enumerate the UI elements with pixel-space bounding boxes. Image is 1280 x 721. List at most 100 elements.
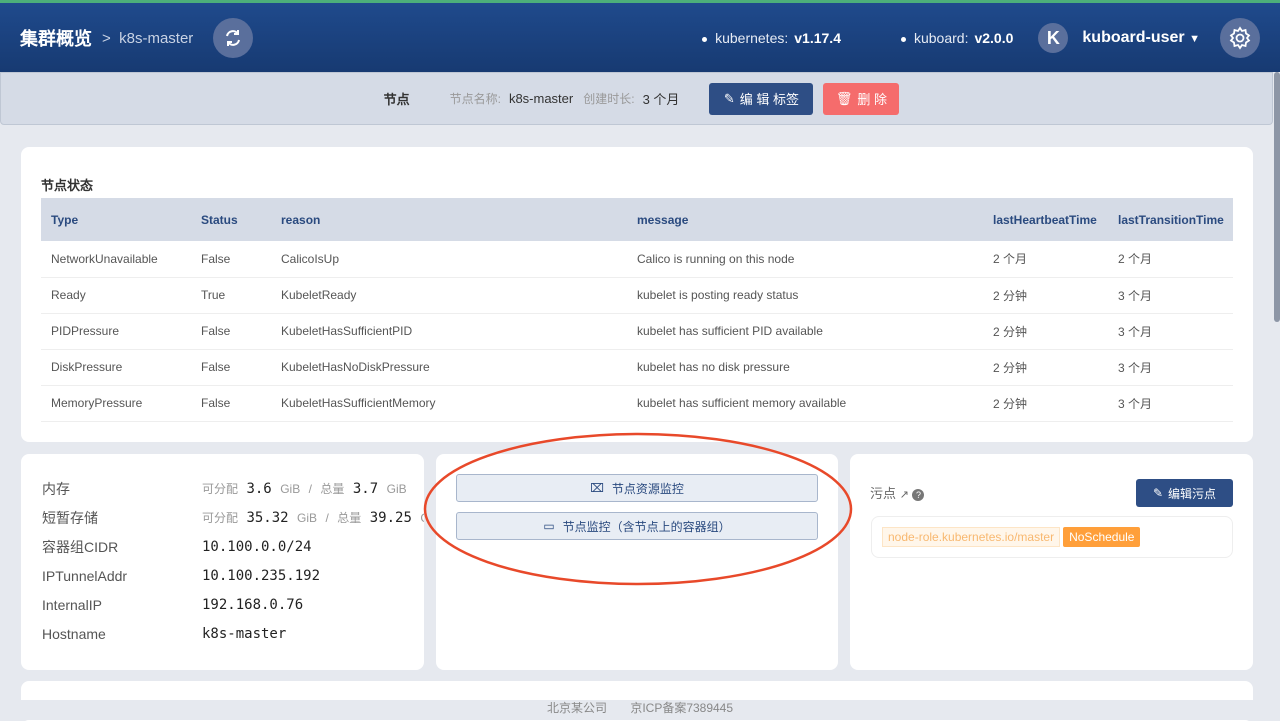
edit-labels-label: 编 辑 标签 (739, 92, 799, 107)
table-row: PIDPressure False KubeletHasSufficientPID k… (41, 313, 1233, 350)
table-header: Type Status reason message lastHeartbeatTime… (41, 198, 1233, 241)
table-cell: 3 个月 (1108, 349, 1233, 386)
column-header: lastHeartbeatTime (983, 198, 1108, 241)
table-cell: Ready (41, 277, 191, 314)
column-header: message (627, 198, 983, 241)
node-toolbar: 节点 节点名称: k8s-master 创建时长: 3 个月 ✎ 编 辑 标签 🗑… (0, 72, 1273, 125)
table-cell: 2 分钟 (983, 313, 1108, 350)
table-row: Ready True KubeletReady kubelet is posting … (41, 277, 1233, 314)
info-value: 10.100.235.192 (202, 567, 321, 584)
username: kuboard-user (1082, 29, 1185, 46)
info-row: InternalIP 192.168.0.76 (42, 590, 414, 619)
refresh-button[interactable] (213, 18, 254, 58)
trash-icon: 🗑 (835, 90, 853, 106)
table-cell: False (191, 385, 271, 422)
taints-title-text: 污点 (870, 486, 897, 501)
kubernetes-version: kubernetes: v1.17.4 (702, 30, 841, 46)
breadcrumb-separator: > (102, 29, 111, 47)
table-row: MemoryPressure False KubeletHasSufficientM… (41, 385, 1233, 422)
table-cell: 2 分钟 (983, 349, 1108, 386)
column-header: reason (271, 198, 627, 241)
table-cell: MemoryPressure (41, 385, 191, 422)
kuboard-version-value: v2.0.0 (974, 30, 1014, 46)
table-cell: True (191, 277, 271, 314)
edit-icon: ✎ (1152, 486, 1164, 500)
table-cell: KubeletReady (271, 277, 627, 314)
column-header: lastTransitionTime (1108, 198, 1233, 241)
settings-button[interactable] (1220, 18, 1260, 58)
memory-label: 内存 (42, 480, 70, 497)
table-cell: 2 分钟 (983, 277, 1108, 314)
scrollbar[interactable] (1274, 72, 1280, 322)
table-cell: NetworkUnavailable (41, 241, 191, 278)
caret-down-icon: ▼ (1189, 33, 1200, 45)
table-cell: 2 分钟 (983, 385, 1108, 422)
table-cell: PIDPressure (41, 313, 191, 350)
edit-labels-button[interactable]: ✎ 编 辑 标签 (709, 82, 814, 115)
table-cell: kubelet has sufficient memory available (627, 385, 983, 422)
node-type: 节点 (383, 92, 410, 107)
taint-key: node-role.kubernetes.io/master (882, 527, 1061, 547)
table-cell: 3 个月 (1108, 385, 1233, 422)
table-cell: KubeletHasSufficientMemory (271, 385, 627, 422)
breadcrumb-node: > k8s-master (102, 30, 193, 47)
breadcrumb-cluster-overview[interactable]: 集群概览 (20, 29, 92, 49)
edit-taints-button[interactable]: ✎ 编辑污点 (1136, 479, 1233, 507)
table-cell: kubelet has no disk pressure (627, 349, 983, 386)
breadcrumb-node-name: k8s-master (119, 29, 194, 47)
node-resource-monitor-button[interactable]: ⌧ 节点资源监控 (456, 474, 818, 502)
table-cell: 3 个月 (1108, 277, 1233, 314)
info-label: 容器组CIDR (42, 538, 119, 555)
user-menu[interactable]: kuboard-user ▼ (1082, 29, 1200, 47)
kubernetes-version-value: v1.17.4 (794, 30, 841, 46)
header: 集群概览 > k8s-master kubernetes: v1.17.4 kub… (0, 3, 1280, 72)
footer-company: 北京某公司 (546, 701, 607, 715)
help-icon[interactable]: ? (912, 489, 925, 501)
conditions-title: 节点状态 (41, 178, 94, 193)
avatar[interactable]: K (1038, 23, 1069, 53)
info-row: IPTunnelAddr 10.100.235.192 (42, 561, 414, 590)
table-cell: 2 个月 (1108, 241, 1233, 278)
table-cell: DiskPressure (41, 349, 191, 386)
header-right: kubernetes: v1.17.4 kuboard: v2.0.0 K kubo… (702, 18, 1260, 58)
age-label: 创建时长: (583, 92, 635, 106)
footer: 北京某公司 京ICP备案7389445 (0, 700, 1280, 720)
table-row: DiskPressure False KubeletHasNoDiskPressur… (41, 349, 1233, 386)
header-left: 集群概览 > k8s-master (20, 18, 254, 58)
kuboard-label: kuboard: (913, 30, 969, 46)
table-cell: 2 个月 (983, 241, 1108, 278)
memory-row: 内存 可分配 3.6 GiB / 总量 3.7 GiB (42, 474, 414, 503)
chart-icon: ⌧ (590, 481, 604, 495)
monitor-icon: ▭ (543, 519, 555, 533)
table-cell: 3 个月 (1108, 313, 1233, 350)
taint-list: node-role.kubernetes.io/master NoSchedul… (871, 516, 1233, 558)
refresh-icon (226, 30, 241, 46)
monitor-card: ⌧ 节点资源监控 ▭ 节点监控（含节点上的容器组） (436, 454, 838, 670)
conditions-table: Type Status reason message lastHeartbeatTime… (41, 198, 1233, 422)
external-link-icon[interactable]: ↗ (899, 489, 909, 501)
delete-label: 删 除 (857, 92, 887, 107)
footer-icp[interactable]: 京ICP备案7389445 (630, 701, 734, 715)
node-name-label: 节点名称: (449, 92, 501, 106)
node-info-list: 内存 可分配 3.6 GiB / 总量 3.7 GiB 短暂存储 可分配 35.… (42, 474, 424, 648)
node-pods-monitor-label: 节点监控（含节点上的容器组） (562, 519, 731, 534)
table-cell: CalicoIsUp (271, 241, 627, 278)
node-conditions-card: 节点状态 Type Status reason message lastHeartbea… (21, 147, 1253, 442)
delete-button[interactable]: 🗑 删 除 (823, 82, 900, 115)
edit-icon: ✎ (723, 90, 735, 106)
kuboard-version: kuboard: v2.0.0 (901, 30, 1013, 46)
table-row: NetworkUnavailable False CalicoIsUp Calico … (41, 241, 1233, 278)
info-label: InternalIP (42, 596, 102, 613)
info-value: k8s-master (202, 625, 287, 642)
table-cell: KubeletHasNoDiskPressure (271, 349, 627, 386)
info-row: 容器组CIDR 10.100.0.0/24 (42, 532, 414, 561)
table-cell: Calico is running on this node (627, 241, 983, 278)
column-header: Status (191, 198, 271, 241)
info-value: 192.168.0.76 (202, 596, 304, 613)
table-cell: False (191, 313, 271, 350)
taint-effect: NoSchedule (1063, 527, 1141, 547)
memory-value: 可分配 3.6 GiB / 总量 3.7 GiB (202, 481, 407, 497)
column-header: Type (41, 198, 191, 241)
node-pods-monitor-button[interactable]: ▭ 节点监控（含节点上的容器组） (456, 512, 818, 540)
info-value: 10.100.0.0/24 (202, 538, 312, 555)
